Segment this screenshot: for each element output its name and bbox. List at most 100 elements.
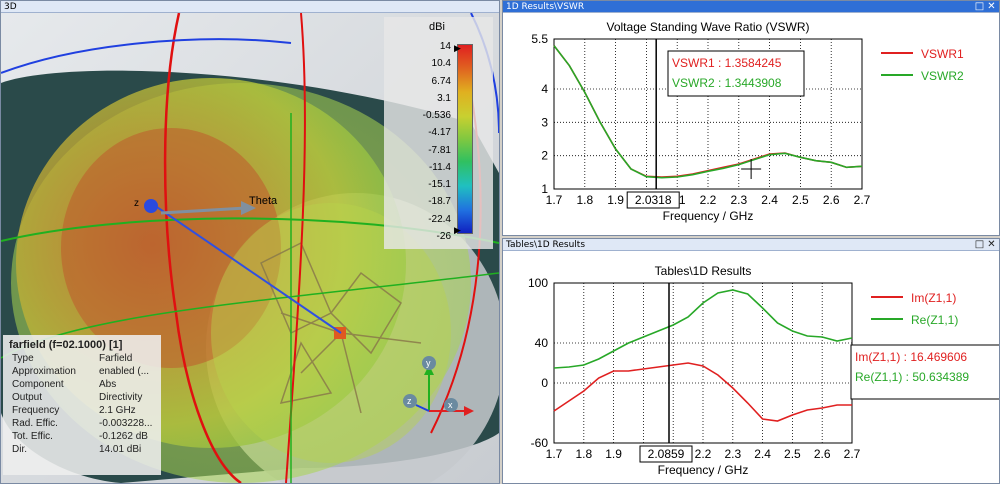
legend-label: VSWR2 (921, 69, 964, 83)
y-tick-label: 0 (541, 376, 548, 390)
x-tick-label: 2.6 (823, 193, 840, 207)
x-tick-label: 1.9 (605, 447, 622, 461)
y-tick-label: 4 (541, 82, 548, 96)
legend-label: VSWR1 (921, 47, 964, 61)
scale-tick-label: 10.4 (431, 58, 451, 70)
x-axis-label: Frequency / GHz (663, 209, 754, 223)
x-tick-label: 2.3 (730, 193, 747, 207)
x-tick-label: 2.5 (784, 447, 801, 461)
x-tick-label: 2.3 (724, 447, 741, 461)
legend-label: Im(Z1,1) (911, 291, 956, 305)
info-row-key: Rad. Effic. (12, 418, 58, 429)
info-row-value: -0.1262 dB (99, 431, 148, 442)
series-line-1 (553, 362, 852, 422)
x-tick-label: 1.8 (575, 447, 592, 461)
info-row: Frequency 2.1 GHz (3, 405, 161, 418)
info-row-key: Component (12, 379, 64, 390)
info-row-key: Approximation (12, 366, 76, 377)
marker-readout: 2.0859 (648, 447, 685, 461)
triad-z-bubble (403, 394, 417, 408)
marker-readout-box (626, 191, 680, 209)
triad-x-bubble (444, 398, 458, 412)
radiation-lobe-core (61, 128, 281, 368)
plot-area (553, 282, 853, 444)
z-axis-marker (144, 199, 158, 213)
triad-y-bubble (422, 356, 436, 370)
scale-tick-label: -7.81 (428, 144, 451, 156)
marker-value: Re(Z1,1) : 50.634389 (855, 370, 969, 384)
scale-tick-label: -18.7 (428, 196, 451, 208)
x-axis-label: Frequency / GHz (658, 463, 749, 477)
tables-panel[interactable]: Tables\1D Results □ ✕ Tables\1D Results 1… (502, 238, 1000, 484)
info-row-key: Tot. Effic. (12, 431, 53, 442)
farfield-info-rows: Type Farfield Approximation enabled (... Com… (3, 353, 161, 457)
info-row-value: 14.01 dBi (99, 444, 142, 455)
scale-tick-label: -22.4 (428, 213, 451, 225)
legend-label: Re(Z1,1) (911, 313, 958, 327)
info-row: Dir. 14.01 dBi (3, 444, 161, 457)
info-row-key: Output (12, 392, 43, 403)
info-row: Approximation enabled (... (3, 366, 161, 379)
panel-3d-titlebar[interactable]: 3D (1, 1, 499, 13)
scale-tick-label: 6.74 (431, 75, 451, 87)
marker-value-box (667, 50, 805, 97)
x-tick-label: 2.7 (844, 447, 861, 461)
y-tick-label: 1 (541, 182, 548, 196)
x-tick-label: 1.7 (546, 447, 563, 461)
scale-tick-label: 14 (439, 41, 451, 52)
vswr-window-title: 1D Results\VSWR (506, 2, 585, 12)
panel-3d-title: 3D (4, 2, 17, 12)
y-tick-label: 100 (528, 276, 548, 290)
scale-tick-label: -4.17 (428, 127, 451, 139)
vswr-titlebar[interactable]: 1D Results\VSWR □ ✕ (503, 1, 999, 13)
tables-maximize-icon[interactable]: □ (974, 239, 985, 250)
farfield-info-title: farfield (f=02.1000) [1] (9, 339, 123, 351)
colour-scale-legend: dBi ▶ ▶ 14 10.4 6.74 3.1 -0.536 -4.17 -7.81 -11… (384, 17, 493, 249)
scale-bottom-marker: ▶ (454, 225, 461, 235)
info-row-key: Frequency (12, 405, 60, 416)
triad-z-label: z (407, 396, 412, 406)
x-tick-label: 2.4 (754, 447, 771, 461)
vswr-chart[interactable]: Voltage Standing Wave Ratio (VSWR) 1.7 1.8… (503, 13, 999, 235)
z-axis-label-small: z (134, 198, 139, 209)
radiation-lobe-side (211, 203, 451, 463)
info-row: Tot. Effic. -0.1262 dB (3, 431, 161, 444)
y-tick-label: 40 (535, 336, 549, 350)
scale-tick-label: -26 (436, 231, 451, 242)
info-row-value: Abs (99, 379, 117, 390)
theta-label: Theta (249, 195, 278, 207)
x-tick-label: 1.8 (576, 193, 593, 207)
vswr-panel[interactable]: 1D Results\VSWR □ ✕ Voltage Standing Wav… (502, 0, 1000, 236)
x-tick-label: 2.5 (792, 193, 809, 207)
info-row-value: Farfield (99, 353, 133, 364)
coord-circle-red-2 (285, 13, 307, 483)
colour-scale-bar (457, 44, 473, 234)
tables-close-icon[interactable]: ✕ (987, 239, 996, 250)
info-row-key: Dir. (12, 444, 27, 455)
info-row-value: -0.003228... (99, 418, 153, 429)
marker-value-box (850, 344, 999, 400)
tables-chart[interactable]: Tables\1D Results1.71.81.922.12.22.32.42… (503, 251, 999, 483)
tables-window-title: Tables\1D Results (506, 240, 586, 250)
antenna-structure (260, 241, 422, 414)
x-tick-label: 1.9 (607, 193, 624, 207)
x-tick-label: 2.4 (761, 193, 778, 207)
chart-title: Tables\1D Results (655, 264, 752, 278)
triad-z-axis (415, 404, 430, 412)
scale-unit: dBi (429, 21, 445, 33)
farfield-3d-panel[interactable]: 3D (0, 0, 500, 484)
tables-titlebar[interactable]: Tables\1D Results □ ✕ (503, 239, 999, 251)
y-tick-label: 3 (541, 115, 548, 129)
coord-circle-blue-1 (1, 38, 292, 74)
info-row: Output Directivity (3, 392, 161, 405)
marker-readout: 2.0318 (635, 193, 672, 207)
info-row-value: Directivity (99, 392, 143, 403)
farfield-info-box: farfield (f=02.1000) [1] Type Farfield App… (3, 335, 161, 475)
vswr-close-icon[interactable]: ✕ (987, 1, 996, 12)
coord-circle-red-1 (163, 13, 242, 483)
y-tick-label: -60 (531, 436, 549, 450)
axis-triad: y z x (403, 356, 474, 416)
vswr-maximize-icon[interactable]: □ (974, 1, 985, 12)
scale-tick-label: -0.536 (422, 110, 451, 122)
x-tick-label: 2.2 (700, 193, 717, 207)
